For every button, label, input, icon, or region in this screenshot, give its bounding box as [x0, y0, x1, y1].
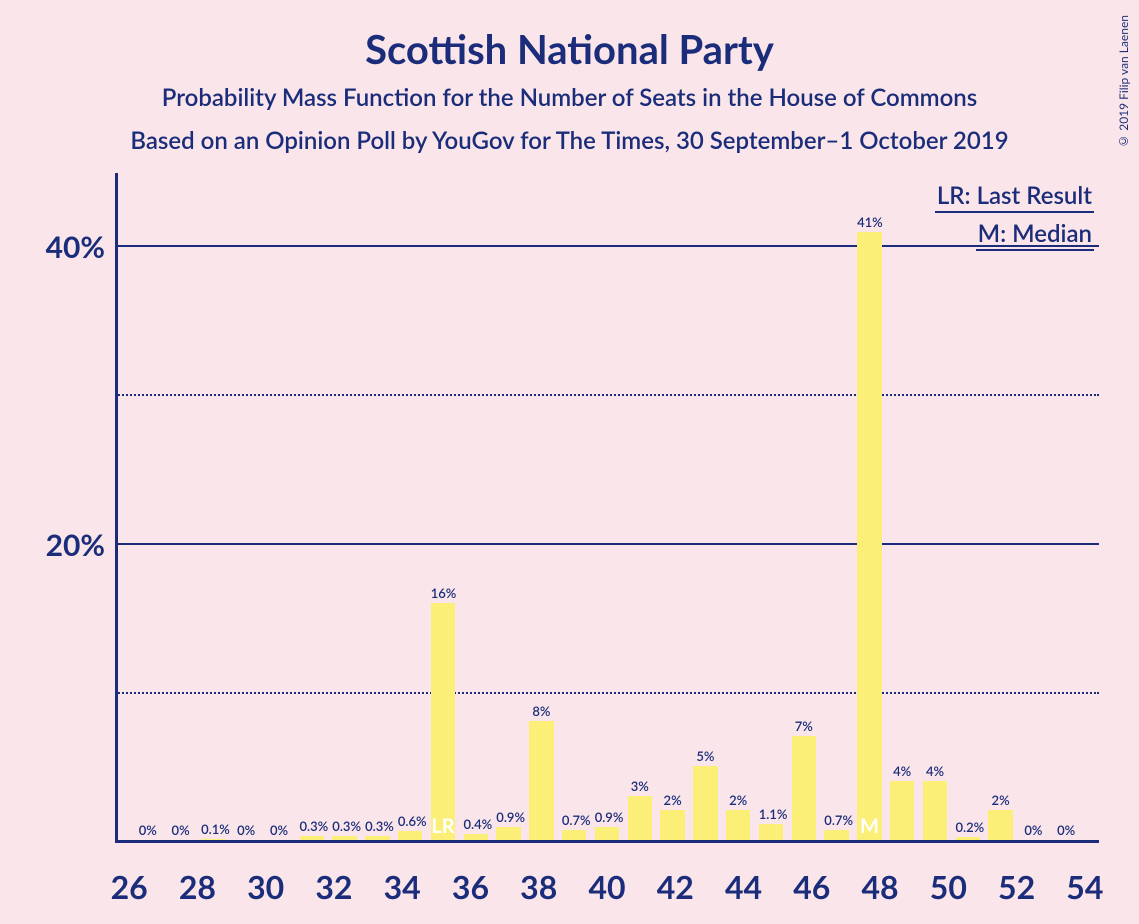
- x-tick-label: 34: [384, 867, 421, 906]
- bar-value-label: 3%: [628, 778, 653, 794]
- bar-value-label: 0.4%: [464, 816, 489, 832]
- plot-area: LR: Last Result M: Median 20%40% 0%0%0.1…: [115, 173, 1099, 843]
- x-tick-label: 28: [179, 867, 216, 906]
- bar: 1.1%: [759, 824, 784, 840]
- y-tick-label: 40%: [30, 229, 105, 265]
- bar-value-label: 0.1%: [201, 821, 226, 837]
- x-tick-label: 38: [520, 867, 557, 906]
- x-tick-label: 30: [247, 867, 284, 906]
- bar-value-label: 0%: [1054, 822, 1079, 838]
- bar-value-label: 7%: [792, 718, 817, 734]
- bar: 2%: [726, 810, 751, 840]
- bar: 2%: [660, 810, 685, 840]
- chart-subtitle-1: Probability Mass Function for the Number…: [20, 83, 1119, 112]
- x-tick-label: 40: [588, 867, 625, 906]
- bar: 5%: [693, 766, 718, 840]
- x-tick-label: 26: [111, 867, 148, 906]
- x-tick-label: 50: [930, 867, 967, 906]
- x-axis-line: [115, 840, 1099, 843]
- bar: 0.6%: [398, 831, 423, 840]
- chart-title: Scottish National Party: [20, 25, 1119, 73]
- bar-value-label: 0%: [1021, 822, 1046, 838]
- bar-value-label: 0%: [136, 822, 161, 838]
- bar-value-label: 5%: [693, 748, 718, 764]
- y-tick-label: 20%: [30, 527, 105, 563]
- bar-value-label: 0.3%: [300, 818, 325, 834]
- bar-value-label: 16%: [431, 585, 456, 601]
- bar-value-label: 0.3%: [365, 818, 390, 834]
- bar-value-label: 2%: [726, 792, 751, 808]
- bar-value-label: 1.1%: [759, 806, 784, 822]
- bar: 0.3%: [300, 836, 325, 840]
- bar-value-label: 0.2%: [956, 819, 981, 835]
- bar: 16%LR: [431, 603, 456, 840]
- bar-value-label: 2%: [988, 792, 1013, 808]
- bar: 0.7%: [562, 830, 587, 840]
- bar: 4%: [890, 781, 915, 840]
- x-tick-label: 44: [725, 867, 762, 906]
- bar: 3%: [628, 796, 653, 840]
- x-tick-label: 32: [315, 867, 352, 906]
- bar-annotation: LR: [431, 814, 456, 838]
- bar-value-label: 0%: [267, 822, 292, 838]
- bar-value-label: 0%: [168, 822, 193, 838]
- bar-value-label: 0.9%: [595, 809, 620, 825]
- bar-value-label: 0.3%: [332, 818, 357, 834]
- bars-group: 0%0%0.1%0%0%0.3%0.3%0.3%0.6%16%LR0.4%0.9…: [115, 173, 1099, 840]
- bar: 41%M: [857, 232, 882, 840]
- bar-value-label: 4%: [890, 763, 915, 779]
- chart-subtitle-2: Based on an Opinion Poll by YouGov for T…: [20, 126, 1119, 155]
- bar-value-label: 0.7%: [562, 812, 587, 828]
- bar-value-label: 41%: [857, 214, 882, 230]
- x-tick-label: 48: [862, 867, 899, 906]
- bar: 0.4%: [464, 834, 489, 840]
- bar-value-label: 0.7%: [824, 812, 849, 828]
- x-axis-labels: 26 28 30 32 34 36 38 40 42 44 46 48 50 52 54: [95, 864, 1119, 914]
- chart-container: © 2019 Filip van Laenen Scottish Nationa…: [0, 0, 1139, 924]
- x-tick-label: 54: [1066, 867, 1103, 906]
- bar-value-label: 2%: [660, 792, 685, 808]
- x-tick-label: 52: [998, 867, 1035, 906]
- bar: 2%: [988, 810, 1013, 840]
- bar: 7%: [792, 736, 817, 840]
- bar: 4%: [923, 781, 948, 840]
- bar: 0.7%: [824, 830, 849, 840]
- bar: 0.9%: [595, 827, 620, 840]
- bar-annotation: M: [857, 814, 882, 838]
- x-tick-label: 42: [657, 867, 694, 906]
- x-tick-label: 36: [452, 867, 489, 906]
- bar-value-label: 0%: [234, 822, 259, 838]
- bar-value-label: 8%: [529, 703, 554, 719]
- bar: 0.9%: [496, 827, 521, 840]
- bar-value-label: 0.6%: [398, 813, 423, 829]
- bar-value-label: 0.9%: [496, 809, 521, 825]
- copyright-text: © 2019 Filip van Laenen: [1116, 15, 1131, 149]
- bar: 0.1%: [201, 839, 226, 840]
- x-tick-label: 46: [793, 867, 830, 906]
- bar: 0.3%: [332, 836, 357, 840]
- bar: 0.3%: [365, 836, 390, 840]
- bar: 8%: [529, 721, 554, 840]
- bar-value-label: 4%: [923, 763, 948, 779]
- bar: 0.2%: [956, 837, 981, 840]
